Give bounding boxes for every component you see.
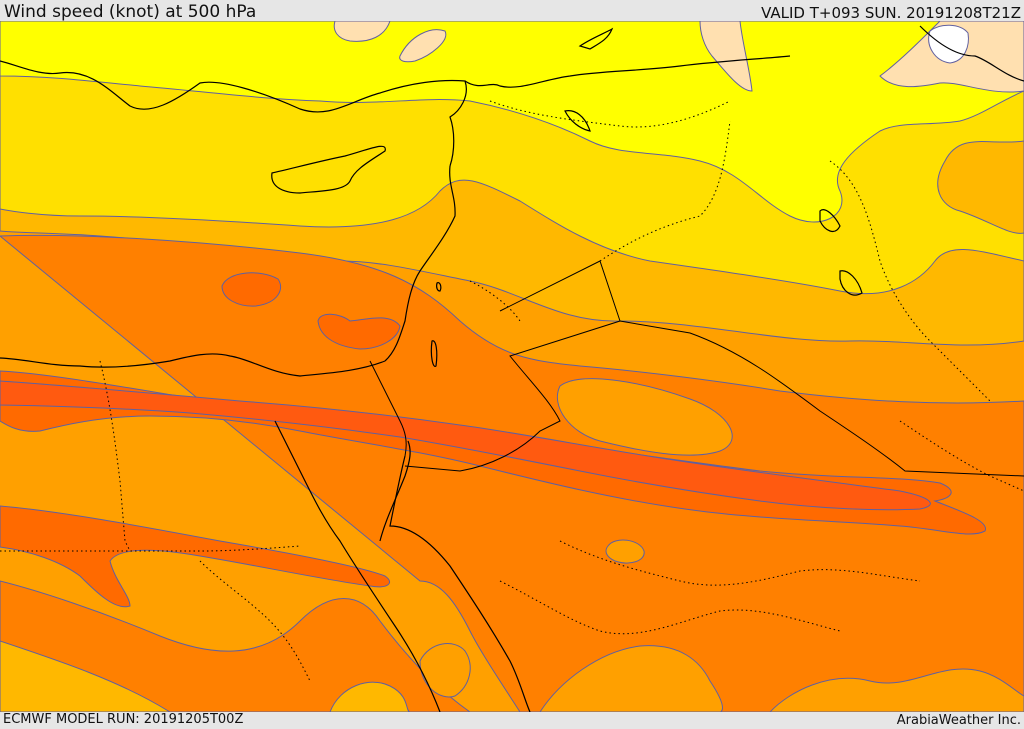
border-iraq-iran [829,160,991,402]
dead-sea [430,340,438,368]
map-title: Wind speed (knot) at 500 hPa [4,2,257,22]
band-lightest-patch-3 [699,21,753,92]
coast-mediterranean-north [0,60,467,167]
band-orange-dark-blob-1 [221,272,282,307]
model-run-label: ECMWF MODEL RUN: 20191205T00Z [3,712,244,727]
footer-bar: ECMWF MODEL RUN: 20191205T00Z ArabiaWeat… [0,712,1024,729]
border-saudi-interior [499,580,841,635]
border-jordan-saudi [404,260,621,472]
credit-label: ArabiaWeather Inc. [896,713,1021,728]
political-borders [369,260,1024,477]
band-orange-light-island-2 [605,539,645,564]
iraq-lake-2 [839,270,863,296]
border-iraq-saudi [619,320,1024,477]
coast-red-sea-east [389,455,531,712]
valid-time-label: VALID T+093 SUN. 20191208T21Z [761,4,1021,22]
wind-speed-map[interactable] [0,21,1024,712]
border-egypt-libya [99,360,131,552]
band-orange-dark-blob-3 [0,505,390,608]
border-iran-south [899,420,1024,492]
border-syria-turkey [489,100,731,128]
band-amber-lower [0,640,171,712]
band-orange-light-island-1 [556,378,733,456]
header-bar: Wind speed (knot) at 500 hPa VALID T+093… [0,0,1024,22]
band-lightest-patch-1 [333,21,391,42]
coast-egypt-north [0,353,386,377]
lake-ataturk [564,110,591,132]
band-orange-dark-blob-2 [317,313,401,350]
band-orange-light-lower [539,645,723,712]
country-borders [0,100,1024,682]
border-egypt-sinai [369,360,407,457]
coastlines [0,25,1024,712]
band-orange-light-lower-2 [769,668,1024,712]
coast-red-sea-west [274,420,441,712]
caspian-edge [919,25,1024,82]
cyprus [271,145,386,194]
coast-levant [384,165,456,362]
band-amber-lower-2 [329,681,411,712]
coast-sinai-gulf [379,440,411,542]
border-syria-iraq [599,120,731,262]
band-lightest-patch-2 [399,29,447,63]
band-red-orange-jet [0,380,931,511]
gulf-lakes-iraq [819,209,841,233]
band-yellow [0,21,1024,223]
map-canvas [0,21,1024,712]
border-jordan-interior [469,280,521,322]
border-egypt-sudan [0,545,301,552]
coast-turkey-east [464,55,791,88]
lake-tiberias [436,282,442,292]
lake-van-area [578,27,614,50]
